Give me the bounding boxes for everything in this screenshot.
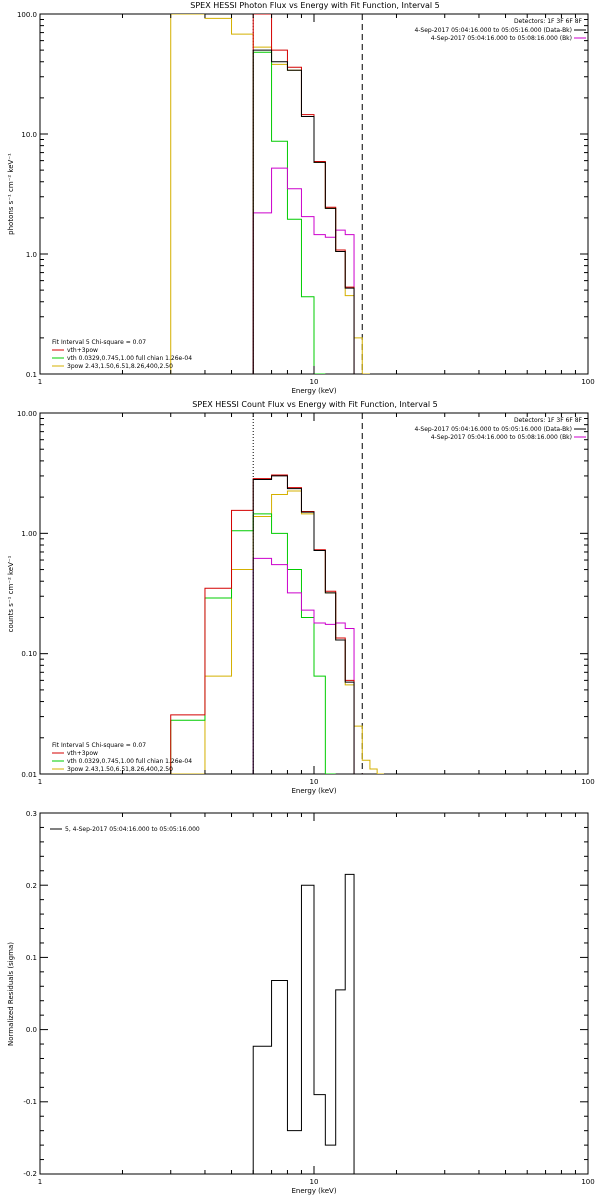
count-ylabel: counts s⁻¹ cm⁻² keV⁻¹ [7,555,15,632]
residuals-legend-label: 5, 4-Sep-2017 05:04:16.000 to 05:05:16.0… [65,826,200,833]
count-panel-title: SPEX HESSI Count Flux vs Energy with Fit… [192,400,437,409]
residuals-ytick-0: 0.0 [26,1026,37,1034]
photon-ytick-0p1: 0.1 [26,371,37,379]
count-legend-bk: 4-Sep-2017 05:04:16.000 to 05:08:16.000 … [431,434,572,441]
residuals-ytick-0p1: 0.1 [26,954,37,962]
count-series-data-bk [252,475,363,774]
count-legend-vth: vth 0.0329,0.745,1.00 full chian 1.26e-0… [67,758,192,765]
photon-series-data-bk [252,49,363,374]
count-ytick-0p01: 0.01 [21,771,37,779]
residuals-ytick-m0p2: -0.2 [23,1170,37,1178]
photon-series-3pow [170,14,370,374]
count-flux-panel: SPEX HESSI Count Flux vs Energy with Fit… [7,400,595,795]
residuals-xtick-1: 1 [38,1178,42,1186]
photon-xtick-1: 1 [38,378,42,386]
photon-legend-total: vth+3pow [67,347,98,354]
count-xlabel: Energy (keV) [291,787,336,795]
photon-xtick-10: 10 [310,378,319,386]
photon-ylabel: photons s⁻¹ cm⁻² keV⁻¹ [7,153,15,235]
photon-ytick-10: 10.0 [21,131,37,139]
photon-xlabel: Energy (keV) [291,387,336,395]
residuals-series-5-4-sep-2017-05-04-16-000-to-05-05-16-000 [252,873,363,1174]
count-ytick-1: 1.00 [21,530,37,538]
photon-flux-panel: SPEX HESSI Photon Flux vs Energy with Fi… [7,1,595,395]
residuals-ylabel: Normalized Residuals (sigma) [7,942,15,1046]
count-legend-fit: Fit Interval 5 Chi-square = 0.07 [52,742,146,749]
residuals-xtick-10: 10 [310,1178,319,1186]
photon-ytick-100: 100.0 [17,11,37,19]
photon-series-vth [252,51,326,374]
residuals-panel: 1 10 100 -0.2 -0.1 0.0 0.1 0.2 0.3 Energ… [7,810,595,1195]
count-series-bk [252,557,363,774]
residuals-ytick-0p3: 0.3 [26,810,37,818]
photon-series-bk [252,167,363,374]
count-series-vth-3pow [170,474,363,774]
photon-legend-bk: 4-Sep-2017 05:04:16.000 to 05:08:16.000 … [431,35,572,42]
photon-panel-title: SPEX HESSI Photon Flux vs Energy with Fi… [190,1,440,10]
residuals-ytick-m0p1: -0.1 [23,1098,37,1106]
photon-ytick-1: 1.0 [26,251,37,259]
count-legend-detectors: Detectors: 1F 3F 6F 8F [514,417,583,424]
count-xtick-1: 1 [38,778,42,786]
count-legend-pow: 3pow 2.43,1.50,6.51,8.26,400,2.50 [67,766,173,773]
photon-legend-pow: 3pow 2.43,1.50,6.51,8.26,400,2.50 [67,363,173,370]
count-xtick-10: 10 [310,778,319,786]
count-ytick-0p1: 0.10 [21,650,37,658]
count-legend-total: vth+3pow [67,750,98,757]
photon-series-vth-3pow [252,14,363,374]
photon-xtick-100: 100 [581,378,594,386]
photon-legend-fit: Fit Interval 5 Chi-square = 0.07 [52,339,146,346]
count-xtick-100: 100 [581,778,594,786]
residuals-ytick-0p2: 0.2 [26,882,37,890]
count-plot-frame [39,412,589,775]
residuals-xlabel: Energy (keV) [291,1187,336,1195]
photon-legend-detectors: Detectors: 1F 3F 6F 8F [514,18,583,25]
photon-legend-databk: 4-Sep-2017 05:04:16.000 to 05:05:16.000 … [414,27,572,34]
photon-legend-vth: vth 0.0329,0.745,1.00 full chian 1.26e-0… [67,355,192,362]
residuals-xtick-100: 100 [581,1178,594,1186]
count-legend-databk: 4-Sep-2017 05:04:16.000 to 05:05:16.000 … [414,426,572,433]
count-ytick-10: 10.00 [17,410,37,418]
